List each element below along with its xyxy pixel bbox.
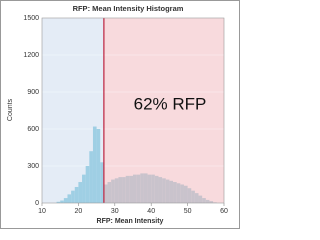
y-tick-label: 0 [35,200,39,207]
bar [133,174,137,203]
bar [165,179,170,203]
chart-title: RFP: Mean Intensity Histogram [73,4,184,13]
bar [162,178,166,203]
bar [111,179,115,203]
bar [78,182,83,203]
bar [194,193,199,203]
bar [136,174,141,203]
bar [176,183,181,203]
bar [100,162,104,203]
bar [143,173,148,203]
bar [151,174,155,203]
bar [56,201,61,203]
y-tick-label: 1200 [23,52,39,59]
bar [191,190,195,203]
plot-area [41,17,225,204]
bar [169,180,174,203]
bar [60,200,64,203]
bar [89,151,93,203]
y-tick-label: 300 [27,163,39,170]
bar [202,198,206,203]
bar [92,126,97,203]
bar [180,184,184,203]
bar [140,173,144,203]
plot-border [41,17,225,204]
bar [71,190,75,203]
bar [209,201,214,203]
bar [103,184,108,203]
bar [183,185,188,203]
bar [187,188,192,203]
y-tick-label: 1500 [23,15,39,22]
bar [173,182,177,203]
y-axis-label: Counts [7,98,14,121]
chart: RFP: Mean Intensity Histogram RFP: Mean … [0,0,240,229]
annotation: 62% RFP [134,94,207,113]
x-tick-label: 50 [184,208,192,215]
bar [63,198,68,203]
bar [122,177,126,203]
bar [82,174,86,203]
y-tick-label: 900 [27,89,39,96]
x-tick-label: 20 [75,208,83,215]
right-region [103,18,224,203]
bar [213,202,217,203]
x-tick-label: 10 [38,208,46,215]
bar [107,182,112,203]
bar [67,194,72,203]
y-tick-label: 600 [27,126,39,133]
x-tick-label: 60 [220,208,228,215]
bar [74,186,79,203]
bar [154,175,159,203]
bar [114,178,119,203]
bar [147,174,152,203]
bar [96,129,101,203]
bar [205,199,210,203]
bar [118,177,123,203]
bar [198,195,203,203]
bar [125,175,130,203]
x-tick-label: 40 [147,208,155,215]
bar [158,177,163,203]
x-axis-label: RFP: Mean Intensity [97,218,164,225]
bar [85,166,90,203]
bar [129,175,133,203]
x-tick-label: 30 [111,208,119,215]
